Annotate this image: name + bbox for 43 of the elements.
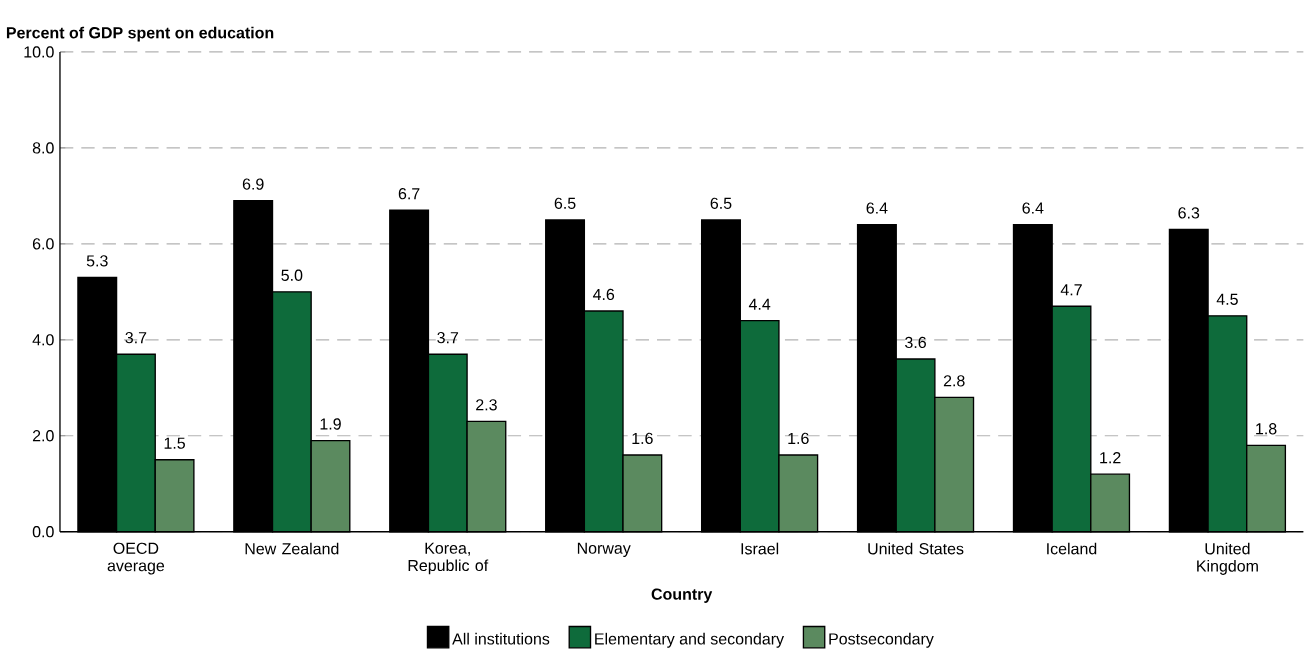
data-label: 4.7	[1060, 284, 1082, 296]
y-tick-label: 0.0	[32, 526, 54, 538]
data-label: 6.7	[398, 187, 420, 200]
legend-label: All institutions	[452, 632, 550, 645]
x-tick-label: United States	[868, 542, 964, 555]
x-tick-label: Korea, Republic of	[408, 542, 489, 575]
y-axis-title: Percent of GDP spent on education	[6, 26, 274, 42]
data-label: 3.6	[905, 336, 926, 349]
x-tick-label: Israel	[741, 542, 779, 555]
data-label: 6.5	[554, 197, 576, 209]
x-tick-label: United Kingdom	[1197, 542, 1258, 575]
x-tick-label: New Zealand	[245, 542, 339, 555]
x-axis-title: Country	[651, 588, 713, 603]
data-label: 1.6	[632, 432, 653, 444]
data-label: 4.5	[1216, 293, 1238, 305]
data-label: 6.3	[1178, 207, 1200, 219]
y-tick-label: 6.0	[32, 238, 54, 250]
y-tick-label: 10.0	[24, 46, 54, 58]
data-label: 2.8	[943, 375, 965, 387]
x-tick-label: Norway	[577, 542, 631, 557]
data-label: 4.6	[592, 288, 615, 301]
data-label: 6.5	[710, 197, 732, 209]
data-label: 3.7	[125, 331, 147, 344]
data-label: 1.9	[320, 418, 341, 430]
x-tick-label: OECD average	[107, 542, 165, 575]
y-tick-label: 4.0	[32, 334, 54, 346]
y-tick-label: 8.0	[32, 142, 54, 154]
x-tick-label: Iceland	[1047, 542, 1097, 555]
data-label: 5.0	[281, 269, 303, 281]
data-label: 6.4	[1022, 202, 1044, 214]
data-label: 6.9	[242, 178, 264, 190]
data-label: 6.4	[866, 202, 888, 214]
data-label: 5.3	[86, 255, 108, 267]
legend-label: Elementary and secondary	[595, 632, 785, 648]
data-label: 4.4	[748, 298, 771, 310]
data-label: 3.7	[437, 331, 459, 344]
data-label: 1.5	[164, 437, 185, 449]
legend-label: Postsecondary	[829, 632, 934, 648]
data-label: 1.8	[1256, 423, 1277, 435]
data-label: 1.2	[1100, 452, 1121, 464]
data-label: 2.3	[476, 399, 497, 411]
y-tick-label: 2.0	[32, 430, 54, 442]
data-label: 1.6	[788, 432, 809, 444]
